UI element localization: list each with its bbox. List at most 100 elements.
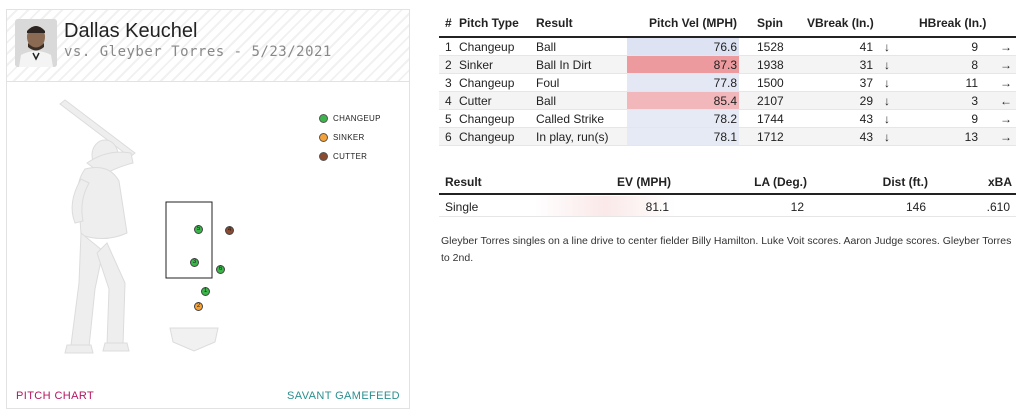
row-hbreak-arrow-icon: →: [1000, 40, 1012, 54]
velocity-heat-cell: [627, 128, 739, 145]
strike-zone-box: [165, 201, 213, 279]
header-la: LA (Deg.): [754, 175, 807, 189]
header-result: Result: [445, 175, 482, 189]
row-pitch-type: Changeup: [459, 112, 515, 126]
row-hbreak: 9: [971, 112, 978, 126]
pitch-marker-changeup[interactable]: 3: [190, 258, 199, 267]
row-vbreak: 41: [859, 40, 873, 54]
row-num: 2: [445, 58, 452, 72]
row-spin: 1500: [757, 76, 784, 90]
velocity-heat-cell: [627, 56, 739, 73]
pitch-table: # Pitch Type Result Pitch Vel (MPH) Spin…: [439, 10, 1016, 146]
row-spin: 1938: [757, 58, 784, 72]
row-pitch-vel: 78.2: [713, 112, 737, 126]
dist-value: 146: [905, 200, 926, 214]
row-pitch-vel: 85.4: [713, 94, 737, 108]
row-spin: 1528: [757, 40, 784, 54]
card-footer: PITCH CHART SAVANT GAMEFEED: [7, 382, 409, 408]
legend-dot-icon: [319, 133, 328, 142]
header-xba: xBA: [987, 175, 1012, 189]
header-vbreak: VBreak (In.): [807, 16, 874, 30]
velocity-heat-cell: [627, 74, 739, 91]
player-name: Dallas Keuchel: [64, 20, 198, 42]
pitch-marker-sinker[interactable]: 2: [194, 302, 203, 311]
player-avatar: [15, 19, 57, 67]
row-spin: 2107: [757, 94, 784, 108]
row-result: Ball In Dirt: [536, 58, 592, 72]
ev-shading: [535, 196, 675, 216]
play-description: Gleyber Torres singles on a line drive t…: [441, 235, 1012, 264]
result-value: Single: [445, 200, 479, 214]
header-pitch-type: Pitch Type: [459, 16, 519, 30]
pitch-chart-card: Dallas Keuchel vs. Gleyber Torres - 5/23…: [6, 9, 410, 409]
header-dist: Dist (ft.): [882, 175, 928, 189]
row-vbreak-arrow-icon: ↓: [884, 76, 890, 90]
pitch-marker-changeup[interactable]: 5: [194, 225, 203, 234]
result-row: Single 81.1 12 146 .610: [439, 195, 1016, 217]
row-num: 5: [445, 112, 452, 126]
row-result: Ball: [536, 94, 557, 108]
row-num: 4: [445, 94, 452, 108]
legend-label: SINKER: [333, 133, 365, 142]
matchup-text: vs. Gleyber Torres - 5/23/2021: [64, 44, 332, 60]
legend-item-sinker: SINKER: [319, 128, 381, 147]
row-vbreak: 31: [859, 58, 873, 72]
header-num: #: [445, 16, 452, 30]
row-vbreak-arrow-icon: ↓: [884, 58, 890, 72]
pitch-marker-changeup[interactable]: 6: [216, 265, 225, 274]
xba-value: .610: [986, 200, 1010, 214]
pitch-marker-cutter[interactable]: 4: [225, 226, 234, 235]
row-num: 1: [445, 40, 452, 54]
row-hbreak-arrow-icon: ←: [1000, 94, 1012, 108]
row-vbreak: 37: [859, 76, 873, 90]
row-vbreak-arrow-icon: ↓: [884, 130, 890, 144]
row-vbreak-arrow-icon: ↓: [884, 40, 890, 54]
row-result: Ball: [536, 40, 557, 54]
row-pitch-vel: 78.1: [713, 130, 737, 144]
row-result: Called Strike: [536, 112, 605, 126]
row-hbreak-arrow-icon: →: [1000, 58, 1012, 72]
row-vbreak-arrow-icon: ↓: [884, 112, 890, 126]
row-hbreak-arrow-icon: →: [1000, 112, 1012, 126]
batter-silhouette: [59, 99, 219, 354]
table-row: 4 Cutter Ball 85.4 2107 29 ↓ 3 ←: [439, 92, 1016, 110]
row-num: 6: [445, 130, 452, 144]
row-vbreak: 29: [859, 94, 873, 108]
row-result: Foul: [536, 76, 560, 90]
header-ev: EV (MPH): [617, 175, 671, 189]
row-hbreak: 11: [965, 76, 978, 90]
header-result: Result: [536, 16, 573, 30]
pitch-table-body: 1 Changeup Ball 76.6 1528 41 ↓ 9 → 2 Sinker Ball In…: [439, 38, 1016, 146]
row-pitch-type: Changeup: [459, 76, 515, 90]
row-pitch-type: Changeup: [459, 130, 515, 144]
pitch-marker-changeup[interactable]: 1: [201, 287, 210, 296]
row-hbreak: 3: [971, 94, 978, 108]
legend-item-changeup: CHANGEUP: [319, 109, 381, 128]
row-hbreak: 8: [971, 58, 978, 72]
pitch-table-header: # Pitch Type Result Pitch Vel (MPH) Spin…: [439, 10, 1016, 38]
row-num: 3: [445, 76, 452, 90]
row-pitch-vel: 87.3: [713, 58, 737, 72]
row-pitch-vel: 77.8: [713, 76, 737, 90]
row-pitch-vel: 76.6: [713, 40, 737, 54]
legend-label: CHANGEUP: [333, 114, 381, 123]
legend-dot-icon: [319, 152, 328, 161]
row-hbreak-arrow-icon: →: [1000, 76, 1012, 90]
chart-legend: CHANGEUP SINKER CUTTER: [319, 109, 381, 166]
header-spin: Spin: [757, 16, 783, 30]
table-row: 1 Changeup Ball 76.6 1528 41 ↓ 9 →: [439, 38, 1016, 56]
savant-gamefeed-link[interactable]: SAVANT GAMEFEED: [287, 390, 400, 402]
row-hbreak-arrow-icon: →: [1000, 130, 1012, 144]
row-vbreak-arrow-icon: ↓: [884, 94, 890, 108]
row-spin: 1712: [757, 130, 784, 144]
legend-dot-icon: [319, 114, 328, 123]
pitch-chart-link[interactable]: PITCH CHART: [16, 390, 95, 402]
table-row: 6 Changeup In play, run(s) 78.1 1712 43 ↓ 13 →: [439, 128, 1016, 146]
velocity-heat-cell: [627, 38, 739, 55]
row-pitch-type: Cutter: [459, 94, 492, 108]
result-table: Result EV (MPH) LA (Deg.) Dist (ft.) xBA…: [439, 170, 1016, 217]
strike-zone-chart: 1 2 3 4 5 6 CHANGEUP SINKER CUTTER: [7, 83, 409, 378]
table-row: 3 Changeup Foul 77.8 1500 37 ↓ 11 →: [439, 74, 1016, 92]
row-spin: 1744: [757, 112, 784, 126]
row-pitch-type: Sinker: [459, 58, 494, 72]
